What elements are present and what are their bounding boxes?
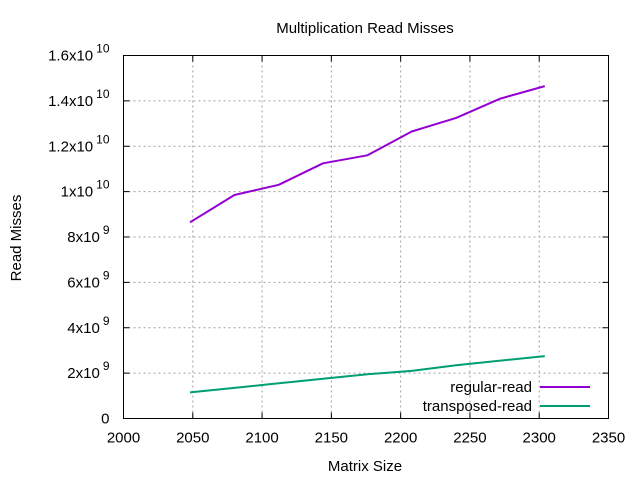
y-tick-label: 4x10 9 [67,314,110,337]
x-tick-label: 2150 [315,430,348,447]
axis-ticks: 2000 2050 2100 2150 2200 2250 2300 2350 0 2x10 9 4x… [48,42,625,447]
y-tick-label: 8x10 9 [67,223,110,246]
x-tick-label: 2100 [245,430,278,447]
legend: regular-read transposed-read [423,379,590,415]
x-tick-label: 2350 [592,430,625,447]
x-axis-label: Matrix Size [328,458,402,475]
y-tick-label: 6x10 9 [67,268,110,291]
x-tick-label: 2000 [107,430,140,447]
x-tick-label: 2300 [523,430,556,447]
y-tick-label: 1.2x10 10 [48,132,110,155]
y-tick-label: 2x10 9 [67,359,110,382]
legend-label: transposed-read [423,398,532,415]
x-tick-label: 2050 [176,430,209,447]
series-line-transposed-read [189,355,545,394]
x-tick-label: 2250 [453,430,486,447]
gridlines [123,55,609,419]
plot-frame [123,55,609,419]
x-tick-label: 2200 [384,430,417,447]
series-line-regular-read [189,85,546,224]
y-tick-label: 1x10 10 [61,178,110,201]
legend-label: regular-read [450,379,532,396]
series-layer [189,85,546,394]
chart-title: Multiplication Read Misses [276,20,454,37]
y-tick-label: 1.6x10 10 [48,42,110,65]
y-axis-label: Read Misses [8,195,25,282]
y-tick-label: 0 [101,411,109,428]
y-tick-label: 1.4x10 10 [48,87,110,110]
